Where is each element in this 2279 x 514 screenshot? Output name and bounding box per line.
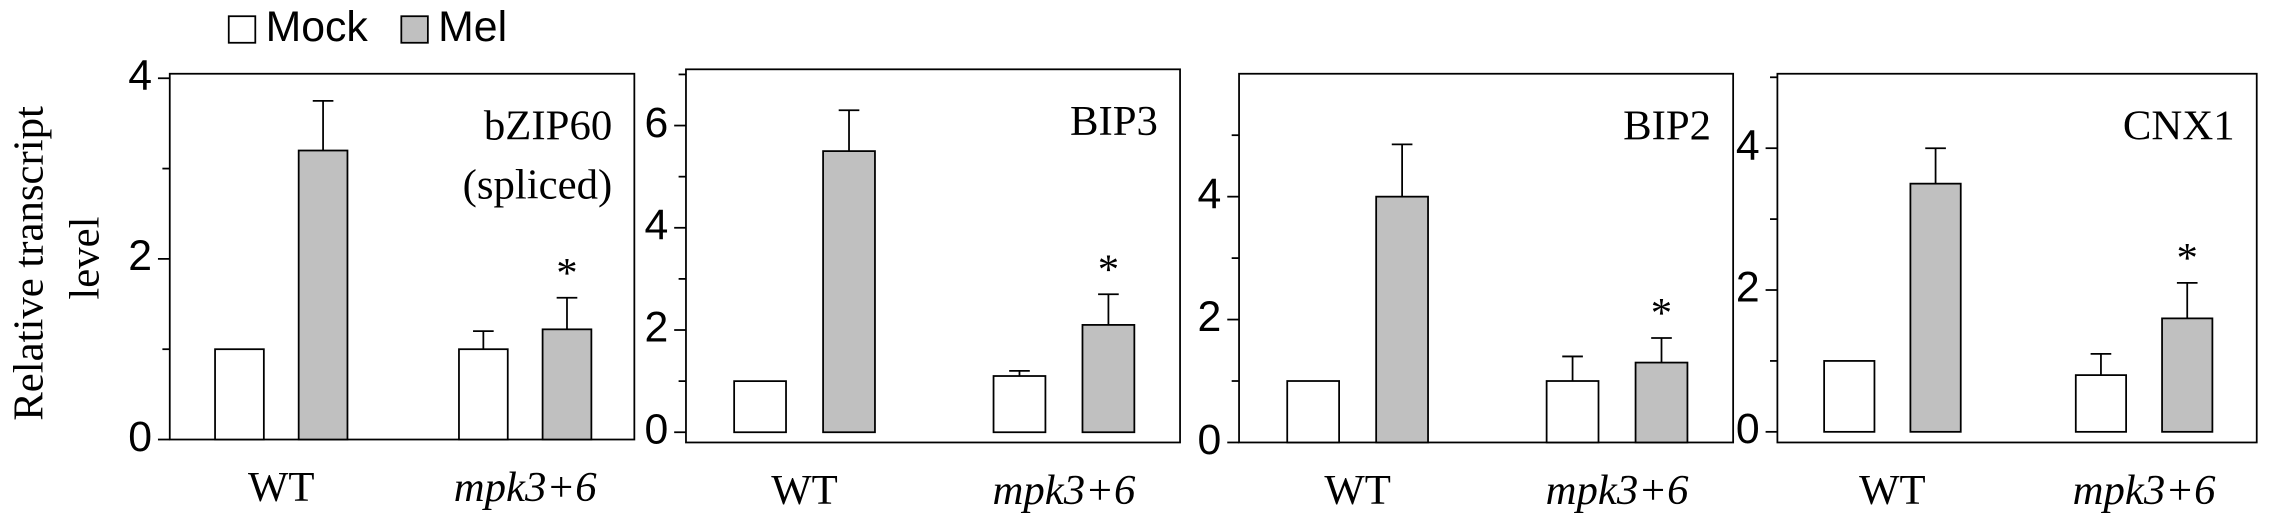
y-tick-label: 0: [1736, 405, 1760, 453]
error-bar: [1651, 337, 1672, 363]
bar: [2074, 374, 2127, 433]
bar: [1081, 324, 1136, 434]
y-tick-label: 2: [1198, 293, 1222, 341]
error-bar: [1562, 355, 1583, 382]
y-axis-label-line: level: [61, 216, 108, 299]
error-bar: [556, 296, 578, 330]
error-bar: [838, 109, 860, 152]
plot-frame: [168, 72, 636, 441]
bar: [822, 150, 876, 434]
x-tick-label: mpk3+6: [2073, 467, 2216, 514]
y-axis-label: Relative transcript level: [5, 95, 108, 420]
bar: [1634, 361, 1689, 444]
bar: [297, 149, 349, 441]
y-axis-label-line: Relative transcript: [5, 106, 52, 421]
x-tick-label: WT: [771, 467, 837, 514]
bar: [1545, 380, 1600, 444]
x-tick-label: WT: [1859, 467, 1926, 514]
legend-swatch: [400, 15, 429, 44]
bar: [1823, 360, 1876, 433]
x-tick-label: mpk3+6: [1546, 467, 1689, 514]
error-bar: [1925, 147, 1946, 184]
error-bar: [1391, 143, 1413, 197]
y-tick-label: 4: [128, 52, 152, 100]
error-bar: [312, 99, 334, 151]
legend-swatch: [227, 15, 257, 44]
gene-label: bZIP60: [484, 103, 612, 150]
bar: [733, 380, 787, 434]
gene-label: BIP3: [1070, 98, 1158, 145]
bar: [2161, 317, 2214, 433]
y-tick-label: 2: [1736, 263, 1760, 311]
y-tick-label: 4: [644, 201, 668, 249]
error-bar: [1009, 370, 1030, 377]
significance-label: *: [556, 250, 577, 297]
plot-frame: [1776, 72, 2258, 444]
x-tick-label: mpk3+6: [993, 467, 1136, 514]
y-tick-label: 0: [1198, 416, 1222, 464]
bar: [458, 348, 509, 441]
x-tick-label: WT: [1324, 467, 1391, 514]
y-tick-label: 4: [1736, 121, 1760, 169]
y-tick-label: 4: [1198, 170, 1222, 218]
error-bar: [2090, 352, 2112, 376]
error-bar: [2176, 282, 2198, 319]
gene-label: BIP2: [1623, 103, 1711, 150]
y-tick-label: 0: [644, 406, 668, 454]
bar: [1909, 182, 1962, 433]
error-bar: [473, 330, 494, 350]
y-tick-label: 6: [644, 99, 668, 147]
bar: [1375, 195, 1429, 444]
x-tick-label: mpk3+6: [454, 464, 597, 511]
gene-label: CNX1: [2123, 103, 2235, 150]
plot-frame: [685, 68, 1181, 444]
significance-label: *: [1098, 246, 1119, 293]
error-bar: [1098, 293, 1119, 325]
bar: [992, 375, 1047, 434]
x-tick-label: WT: [248, 464, 315, 511]
gene-label: (spliced): [463, 162, 613, 209]
bar: [1286, 380, 1340, 444]
legend-label: Mel: [438, 3, 507, 51]
significance-label: *: [1651, 290, 1672, 337]
significance-label: *: [2177, 235, 2198, 282]
y-tick-label: 2: [128, 232, 152, 280]
bar: [214, 348, 265, 441]
y-tick-label: 2: [644, 303, 668, 351]
bar: [541, 328, 593, 441]
y-tick-label: 0: [128, 413, 152, 461]
legend-label: Mock: [266, 3, 369, 51]
